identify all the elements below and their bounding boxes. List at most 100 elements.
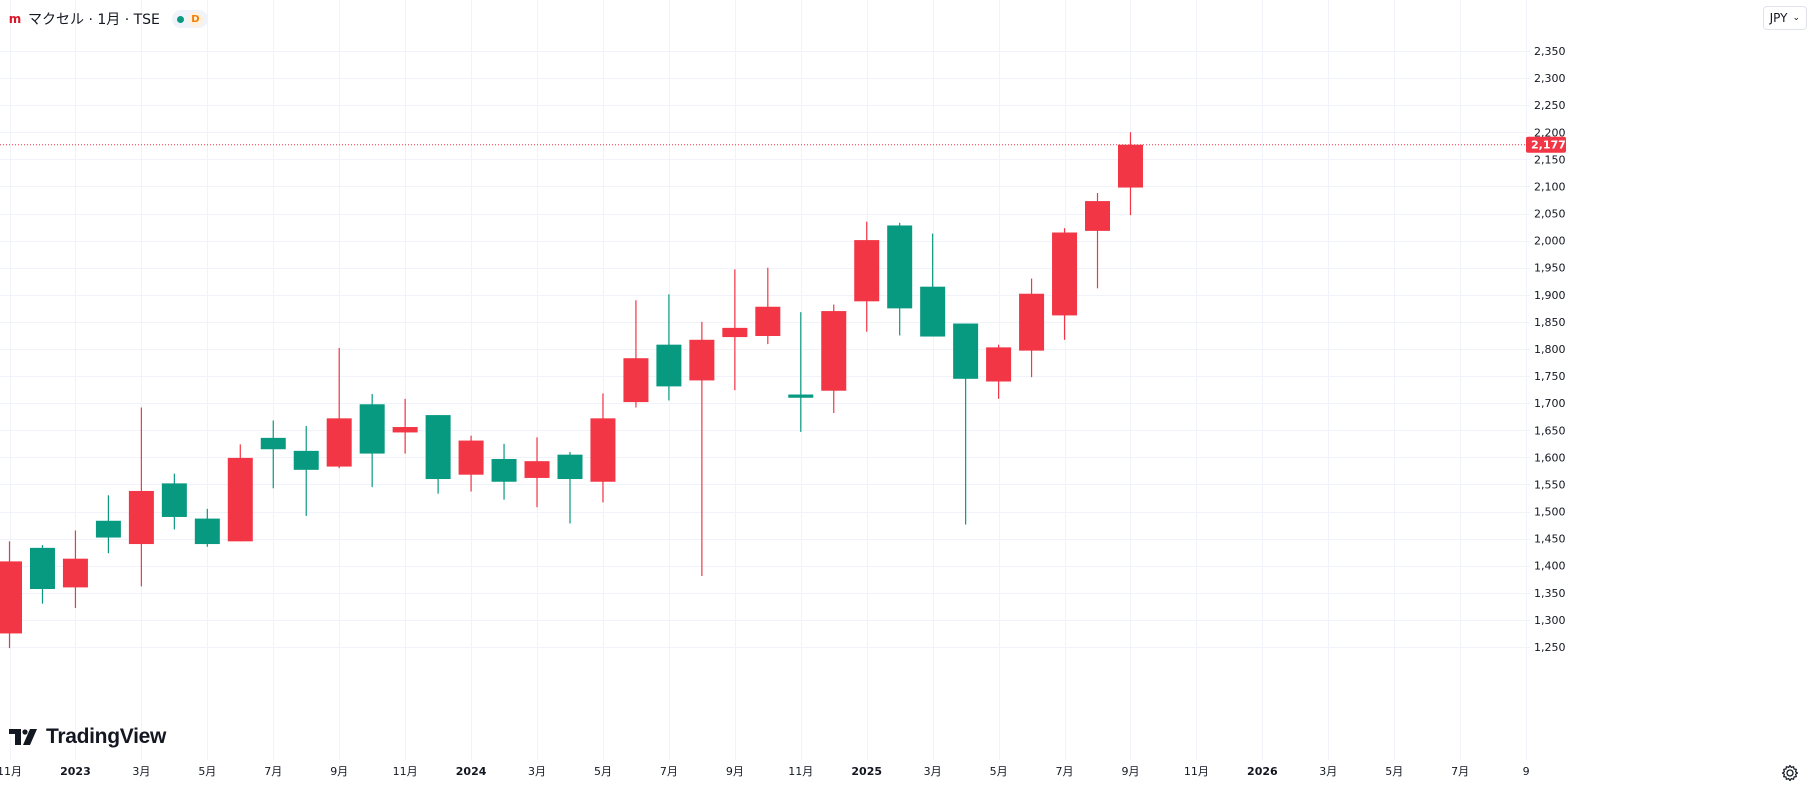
market-open-dot-icon: [176, 15, 184, 23]
candle-2023-06: [227, 444, 253, 542]
candle-body: [755, 306, 781, 336]
y-tick-label: 2,100: [1534, 180, 1566, 193]
watermark-text: TradingView: [46, 725, 167, 748]
y-tick-label: 2,150: [1534, 153, 1566, 166]
y-tick-label: 1,900: [1534, 289, 1566, 302]
y-tick-label: 1,600: [1534, 451, 1566, 464]
candle-2023-12: [425, 415, 451, 494]
candle-2024-04: [557, 451, 583, 524]
y-tick-label: 1,250: [1534, 641, 1566, 654]
settings-gear-icon[interactable]: [1781, 764, 1799, 782]
candle-2023-04: [161, 473, 187, 530]
x-tick-label: 5月: [1385, 765, 1403, 778]
x-tick-label: 3月: [132, 765, 150, 778]
candle-body: [887, 225, 913, 309]
y-tick-label: 1,950: [1534, 262, 1566, 275]
y-tick-label: 2,000: [1534, 235, 1566, 248]
candle-2025-08: [1085, 192, 1111, 289]
y-axis: 1,250 1,300 1,350 1,400 1,450 1,500 1,550 1,600…: [1534, 45, 1566, 654]
y-tick-label: 1,750: [1534, 370, 1566, 383]
market-status-pill[interactable]: D: [171, 10, 208, 28]
candle-body: [458, 440, 484, 475]
candle-body: [359, 404, 385, 454]
candle-2022-11: [0, 541, 22, 649]
last-price-tag: 2,177: [1526, 136, 1566, 153]
candle-2024-03: [524, 437, 550, 508]
candle-body: [0, 561, 22, 634]
candle-body: [986, 347, 1012, 382]
candle-body: [788, 394, 814, 398]
x-tick-label: 3月: [924, 765, 942, 778]
x-tick-label: 9月: [726, 765, 744, 778]
x-tick-label: 7月: [660, 765, 678, 778]
x-tick-label: 11月: [1184, 765, 1209, 778]
y-tick-label: 2,350: [1534, 45, 1566, 58]
x-tick-label: 3月: [528, 765, 546, 778]
currency-button[interactable]: JPY ⌄: [1762, 6, 1807, 30]
x-tick-label: 7月: [1056, 765, 1074, 778]
candle-2024-12: [821, 304, 847, 413]
candle-2023-11: [392, 398, 418, 454]
candle-body: [689, 339, 715, 381]
y-tick-label: 2,200: [1534, 126, 1566, 139]
x-tick-label: 5月: [198, 765, 216, 778]
candle-body: [1052, 232, 1078, 316]
candle-2023-09: [326, 347, 352, 469]
candle-body: [95, 520, 121, 538]
company-logo: m: [8, 12, 22, 26]
y-tick-label: 1,450: [1534, 533, 1566, 546]
x-tick-label: 5月: [594, 765, 612, 778]
chevron-down-icon: ⌄: [1792, 13, 1800, 23]
candle-body: [656, 344, 682, 387]
candle-2024-06: [623, 300, 649, 408]
candle-2023-10: [359, 393, 385, 488]
candles: [0, 132, 1143, 649]
symbol-title[interactable]: マクセル · 1月 · TSE: [28, 12, 160, 28]
candle-body: [722, 327, 748, 338]
currency-label: JPY: [1769, 11, 1788, 25]
x-tick-label: 7月: [264, 765, 282, 778]
candle-body: [260, 437, 286, 450]
candle-2025-06: [1019, 278, 1045, 378]
candle-2025-03: [920, 233, 946, 337]
candle-2025-07: [1052, 228, 1078, 340]
candle-2022-12: [29, 545, 55, 604]
candle-2023-02: [95, 495, 121, 554]
grid: [0, 0, 1530, 760]
y-tick-label: 1,650: [1534, 424, 1566, 437]
candle-2024-10: [755, 267, 781, 345]
candle-body: [392, 427, 418, 433]
candle-body: [161, 483, 187, 517]
candle-body: [821, 311, 847, 391]
candle-2024-01: [458, 435, 484, 492]
candle-body: [194, 518, 220, 545]
candle-body: [557, 454, 583, 480]
candle-body: [227, 457, 253, 542]
candle-2024-07: [656, 294, 682, 401]
y-tick-label: 1,300: [1534, 614, 1566, 627]
candle-2024-02: [491, 443, 517, 500]
y-tick-label: 2,300: [1534, 72, 1566, 85]
x-tick-label: 2025: [851, 765, 882, 778]
candle-2023-07: [260, 420, 286, 489]
y-tick-label: 1,400: [1534, 560, 1566, 573]
candle-body: [920, 286, 946, 337]
candle-body: [1019, 293, 1045, 351]
candle-2023-03: [128, 407, 154, 587]
candle-2025-05: [986, 344, 1012, 399]
x-tick-label: 2023: [60, 765, 91, 778]
y-tick-label: 1,800: [1534, 343, 1566, 356]
x-tick-label: 5月: [990, 765, 1008, 778]
candle-2023-05: [194, 508, 220, 547]
candle-body: [590, 418, 616, 482]
candle-body: [425, 415, 451, 480]
tradingview-watermark[interactable]: TradingView: [9, 725, 166, 749]
y-tick-label: 1,350: [1534, 587, 1566, 600]
x-tick-label: 9: [1523, 765, 1530, 778]
candle-2025-01: [854, 221, 880, 332]
x-tick-label: 2024: [456, 765, 487, 778]
y-tick-label: 2,250: [1534, 99, 1566, 112]
candle-body: [953, 323, 979, 379]
